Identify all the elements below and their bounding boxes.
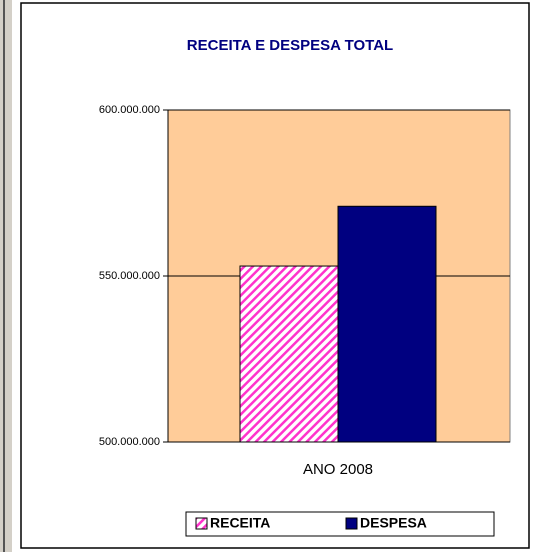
legend-swatch [345,517,358,530]
legend-label: DESPESA [360,515,427,531]
y-tick-label: 600.000.000 [99,104,160,116]
y-tick-label: 500.000.000 [99,436,160,448]
legend-swatch [195,517,208,530]
window-edge [0,0,12,552]
legend-label: RECEITA [210,515,270,531]
legend-box [185,511,495,537]
x-tick-label: ANO 2008 [303,461,373,478]
bar [239,265,339,443]
chart-title: RECEITA E DESPESA TOTAL [187,37,393,54]
y-tick-label: 550.000.000 [99,270,160,282]
bar [337,205,437,443]
